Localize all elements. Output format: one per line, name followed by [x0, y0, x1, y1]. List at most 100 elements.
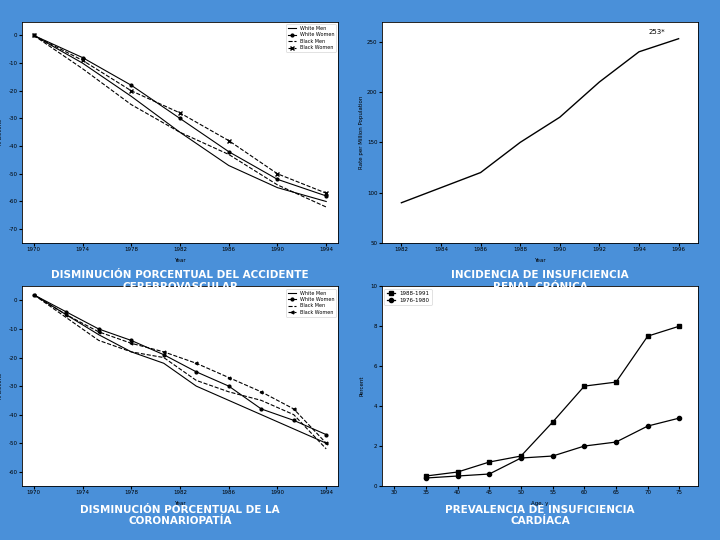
Line: Black Men: Black Men: [34, 36, 326, 207]
Black Men: [273, 181, 282, 188]
White Men: [322, 440, 330, 447]
White Women: [273, 176, 282, 183]
Black Women: [225, 137, 233, 144]
X-axis label: Year: Year: [534, 258, 546, 263]
Black Women: [322, 440, 330, 447]
White Women: [225, 148, 233, 155]
Black Women: [225, 374, 233, 381]
X-axis label: Year: Year: [174, 501, 186, 506]
1976-1980: [612, 439, 621, 446]
Line: White Women: White Women: [32, 293, 328, 436]
Black Women: [257, 389, 266, 395]
1976-1980: [454, 473, 462, 480]
1988-1991: [675, 323, 684, 329]
Black Men: [30, 32, 38, 39]
White Men: [322, 198, 330, 205]
Line: 1976-1980: 1976-1980: [424, 416, 681, 480]
Black Men: [322, 204, 330, 210]
Line: White Men: White Men: [34, 295, 326, 443]
White Men: [289, 426, 298, 432]
1976-1980: [422, 475, 431, 481]
Black Women: [62, 312, 71, 318]
White Women: [322, 431, 330, 438]
Black Women: [30, 292, 38, 298]
White Women: [127, 337, 135, 343]
White Women: [192, 369, 201, 375]
Black Women: [94, 329, 103, 335]
Black Men: [322, 446, 330, 452]
Black Women: [127, 340, 135, 347]
Line: Black Women: Black Women: [32, 33, 328, 195]
Black Women: [176, 110, 184, 116]
Y-axis label: % Decline: % Decline: [0, 119, 3, 146]
White Men: [257, 411, 266, 418]
Black Men: [62, 314, 71, 321]
Black Men: [127, 102, 135, 108]
1988-1991: [612, 379, 621, 386]
Line: 1988-1991: 1988-1991: [424, 324, 681, 478]
Legend: 1988-1991, 1976-1980: 1988-1991, 1976-1980: [384, 289, 431, 305]
White Women: [30, 32, 38, 39]
Y-axis label: Rate per Million Population: Rate per Million Population: [359, 96, 364, 169]
White Women: [322, 193, 330, 199]
Black Men: [159, 354, 168, 361]
Legend: White Men, White Women, Black Men, Black Women: White Men, White Women, Black Men, Black…: [287, 289, 336, 317]
1976-1980: [517, 455, 526, 461]
X-axis label: Age, y: Age, y: [531, 501, 549, 506]
White Men: [94, 332, 103, 338]
Black Women: [78, 57, 87, 64]
Black Women: [273, 171, 282, 177]
1988-1991: [549, 419, 557, 426]
Text: 253*: 253*: [649, 29, 665, 35]
Black Men: [257, 397, 266, 403]
1988-1991: [644, 333, 652, 340]
White Men: [127, 93, 135, 99]
White Men: [30, 292, 38, 298]
White Men: [225, 397, 233, 403]
1976-1980: [549, 453, 557, 459]
1988-1991: [422, 473, 431, 480]
White Men: [78, 60, 87, 66]
White Women: [30, 292, 38, 298]
White Women: [94, 326, 103, 332]
1988-1991: [485, 459, 494, 465]
White Women: [257, 406, 266, 412]
1988-1991: [580, 383, 589, 389]
Black Men: [225, 151, 233, 158]
Text: PREVALENCIA DE INSUFICIENCIA
CARDÍACA: PREVALENCIA DE INSUFICIENCIA CARDÍACA: [445, 505, 635, 526]
Line: Black Men: Black Men: [34, 295, 326, 449]
White Women: [176, 115, 184, 122]
White Men: [127, 349, 135, 355]
Black Men: [30, 292, 38, 298]
Black Men: [289, 411, 298, 418]
Black Women: [192, 360, 201, 367]
1988-1991: [517, 453, 526, 459]
1976-1980: [644, 423, 652, 429]
Black Women: [30, 32, 38, 39]
Text: DISMINUCIÓN PORCENTUAL DE LA
CORONARIOPATÍA: DISMINUCIÓN PORCENTUAL DE LA CORONARIOPA…: [80, 505, 280, 526]
Line: Black Women: Black Women: [32, 293, 328, 444]
Legend: White Men, White Women, Black Men, Black Women: White Men, White Women, Black Men, Black…: [287, 24, 336, 52]
White Men: [273, 184, 282, 191]
White Men: [176, 129, 184, 136]
White Men: [30, 32, 38, 39]
White Men: [192, 383, 201, 389]
1988-1991: [454, 469, 462, 475]
Y-axis label: Percent: Percent: [360, 376, 365, 396]
Black Men: [192, 377, 201, 383]
Black Men: [176, 129, 184, 136]
White Men: [159, 360, 168, 367]
Line: White Women: White Women: [32, 34, 328, 197]
X-axis label: Year: Year: [174, 258, 186, 263]
White Women: [127, 82, 135, 89]
1976-1980: [580, 443, 589, 449]
White Women: [62, 309, 71, 315]
Line: White Men: White Men: [34, 36, 326, 201]
Y-axis label: % Decline: % Decline: [0, 373, 3, 400]
White Men: [62, 312, 71, 318]
Black Men: [78, 65, 87, 72]
Text: INCIDENCIA DE INSUFICIENCIA
RENAL CRÓNICA: INCIDENCIA DE INSUFICIENCIA RENAL CRÓNIC…: [451, 270, 629, 292]
White Men: [225, 162, 233, 168]
White Women: [78, 55, 87, 61]
Black Men: [94, 337, 103, 343]
